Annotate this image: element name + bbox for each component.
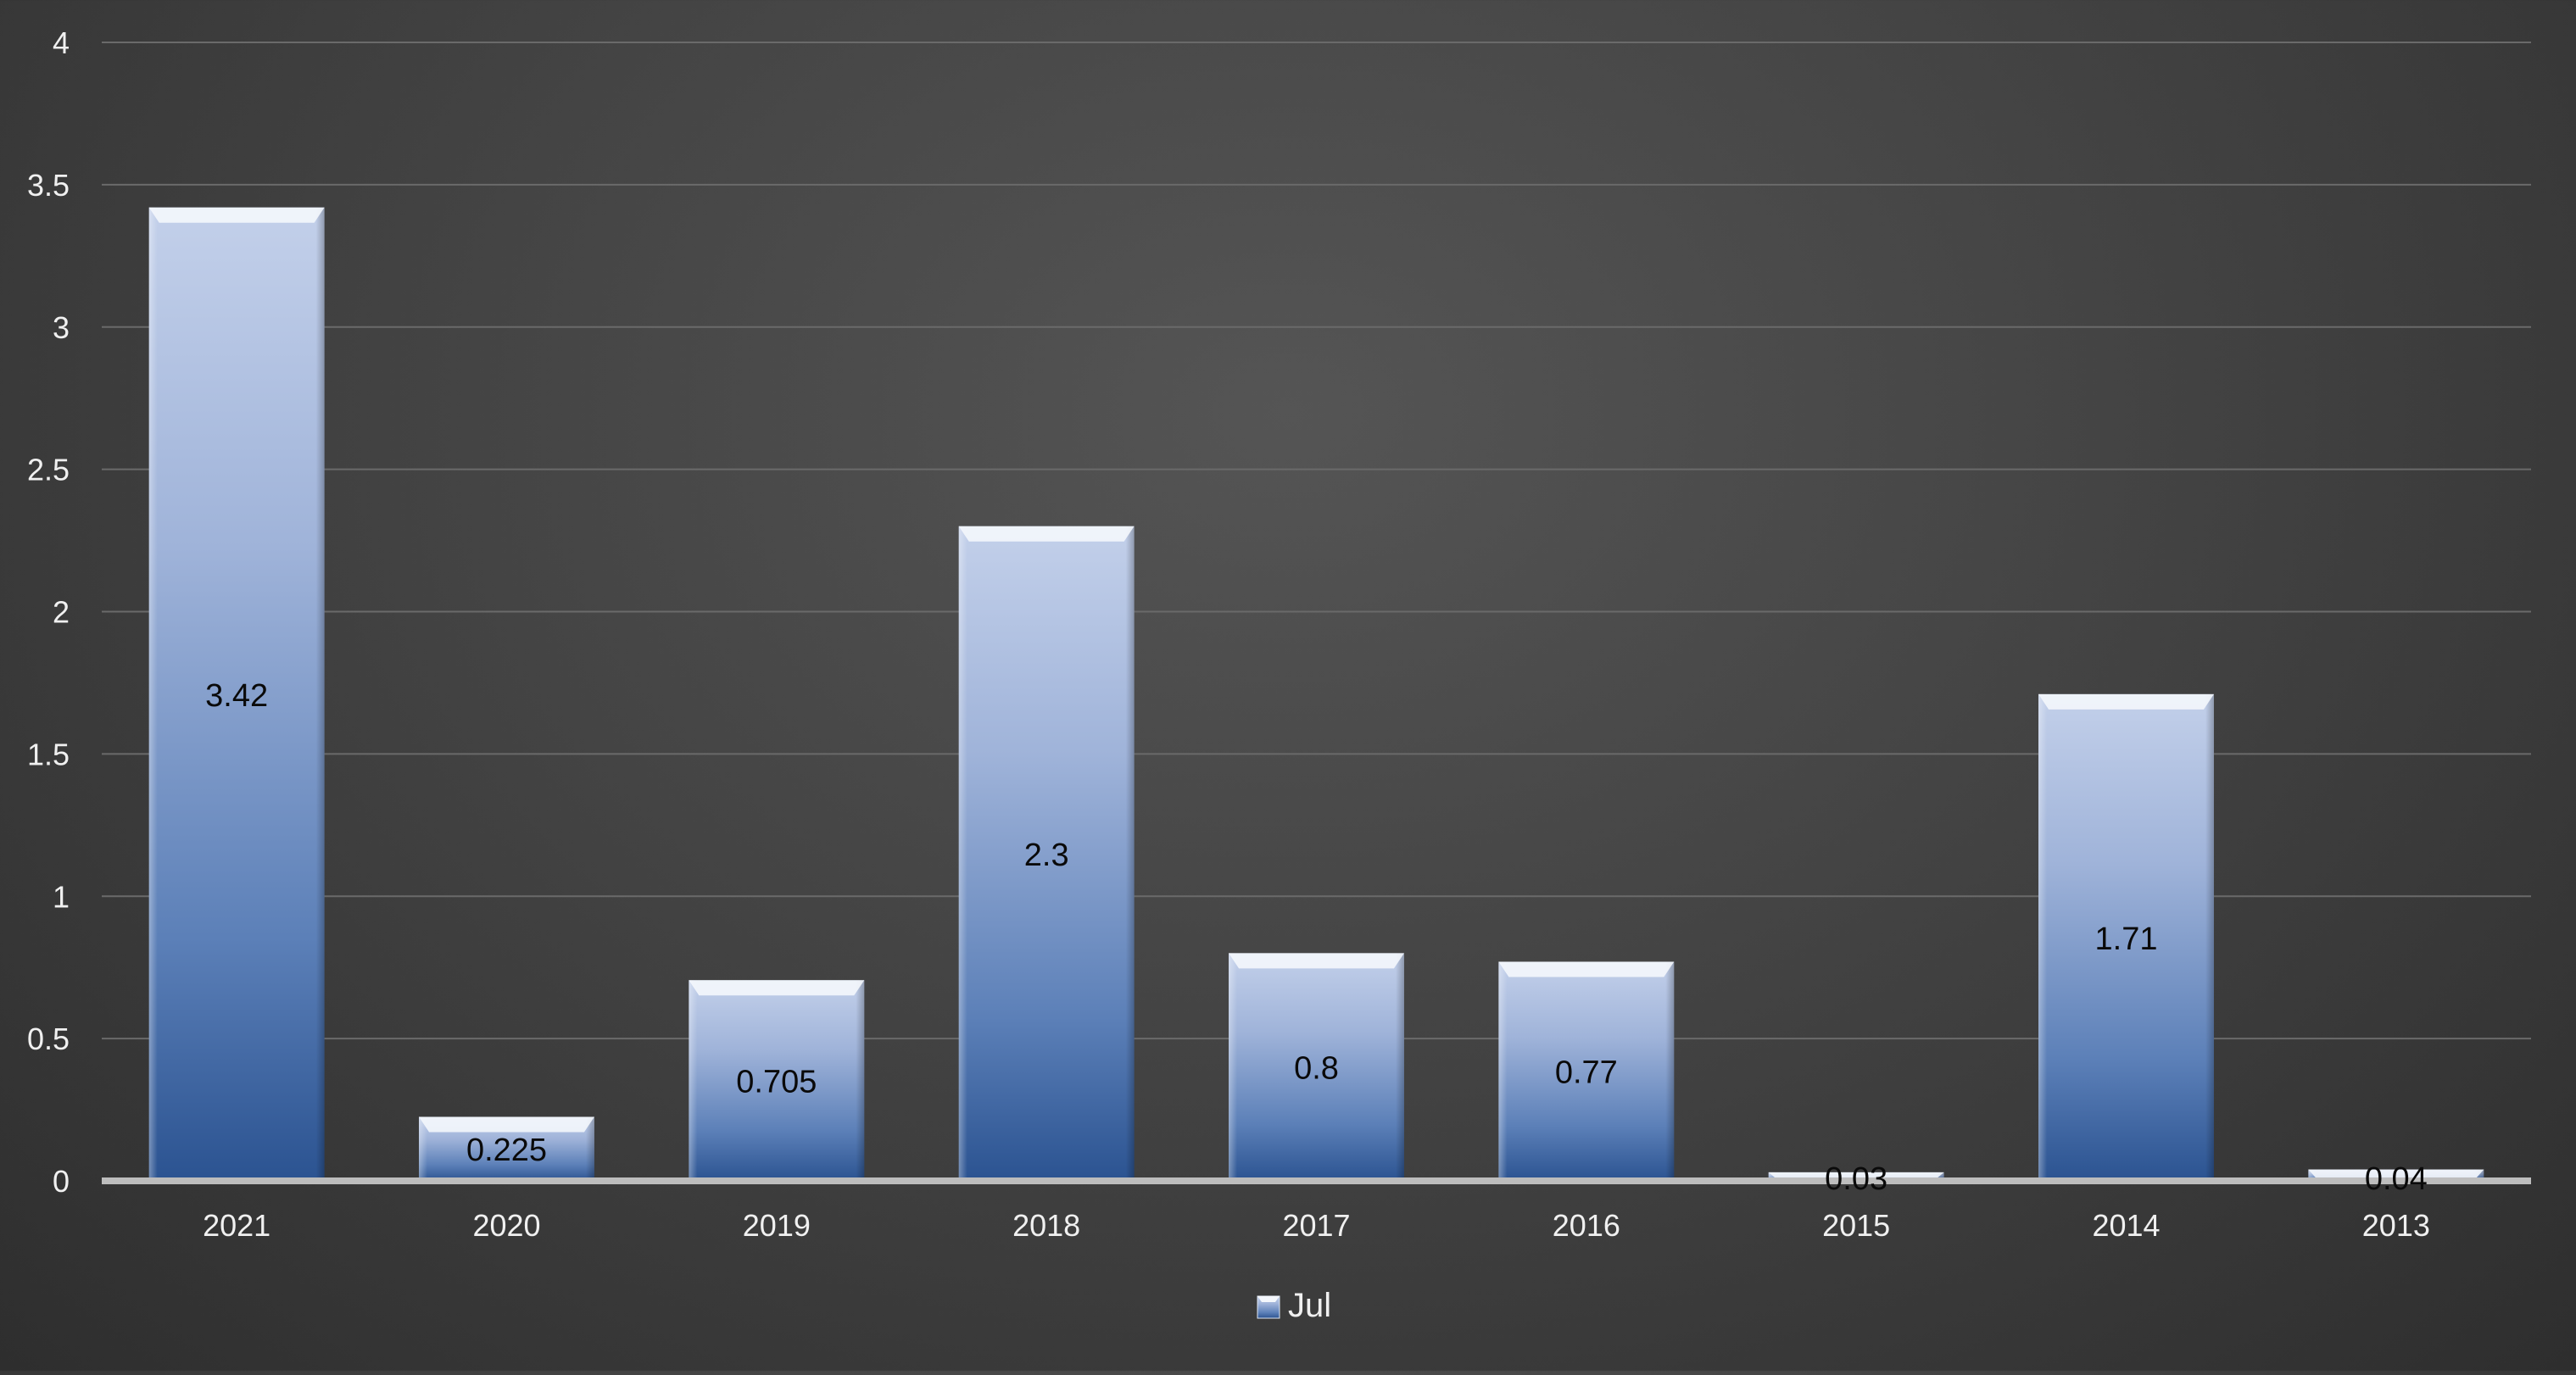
y-tick-label: 2.5 xyxy=(27,453,70,487)
legend-swatch-bevel xyxy=(1257,1296,1280,1302)
bar-2020 xyxy=(419,1116,594,1181)
y-tick-label: 0 xyxy=(53,1164,70,1199)
bar-bevel-right xyxy=(1395,953,1404,1181)
bar-bevel-left xyxy=(1768,1172,1777,1181)
x-tick-label: 2013 xyxy=(2362,1208,2430,1243)
y-tick-label: 3 xyxy=(53,310,70,345)
x-tick-label: 2015 xyxy=(1822,1208,1890,1243)
bar-bevel-right xyxy=(315,207,325,1182)
bar-bevel-top xyxy=(148,207,325,223)
data-label: 0.225 xyxy=(466,1133,547,1168)
bar-bevel-left xyxy=(2308,1169,2317,1181)
bar xyxy=(689,980,865,1181)
bar-bevel-left xyxy=(1498,961,1508,1181)
x-tick-label: 2019 xyxy=(743,1208,811,1243)
bars xyxy=(148,207,2484,1182)
bar-2019 xyxy=(689,980,865,1181)
legend-label: Jul xyxy=(1288,1287,1331,1324)
bar-bevel-top xyxy=(689,980,865,996)
bar xyxy=(2038,693,2214,1181)
data-labels: 3.42 0.225 0.705 2.3 0.8 0.77 0.03 1.71 0.04 xyxy=(205,678,2428,1197)
bar-bevel-top xyxy=(419,1116,594,1133)
data-label: 0.77 xyxy=(1555,1055,1618,1091)
bar-bevel-right xyxy=(2205,693,2214,1181)
bar-bevel-top xyxy=(2038,693,2214,710)
data-label: 0.04 xyxy=(2365,1161,2428,1197)
bar xyxy=(958,526,1135,1181)
y-tick-label: 1 xyxy=(53,879,70,914)
data-label: 1.71 xyxy=(2095,921,2158,957)
legend: Jul xyxy=(1257,1287,1331,1324)
data-label: 0.03 xyxy=(1825,1161,1887,1197)
data-label: 0.705 xyxy=(736,1065,817,1100)
x-tick-label: 2021 xyxy=(203,1208,270,1243)
gridlines xyxy=(102,42,2531,1040)
y-tick-label: 4 xyxy=(53,25,70,60)
bar-bevel-right xyxy=(856,980,865,1181)
bar-bevel-right xyxy=(1125,526,1135,1181)
y-tick-label: 0.5 xyxy=(27,1022,70,1056)
x-tick-label: 2014 xyxy=(2092,1208,2160,1243)
data-label: 3.42 xyxy=(205,678,268,714)
bar-bevel-right xyxy=(585,1116,594,1181)
bar-bevel-left xyxy=(419,1116,428,1181)
x-tick-label: 2018 xyxy=(1012,1208,1080,1243)
bar-2016 xyxy=(1498,961,1675,1181)
x-tick-label: 2016 xyxy=(1553,1208,1620,1243)
data-label: 0.8 xyxy=(1294,1051,1339,1087)
bar xyxy=(148,207,325,1182)
bar-bevel-right xyxy=(2475,1169,2484,1181)
y-tick-label: 1.5 xyxy=(27,737,70,771)
bar-bevel-left xyxy=(1229,953,1238,1181)
bar-bevel-left xyxy=(148,207,158,1182)
bar-2018 xyxy=(958,526,1135,1181)
bar-bevel-left xyxy=(689,980,698,1181)
y-tick-label: 2 xyxy=(53,595,70,630)
x-tick-label: 2020 xyxy=(472,1208,540,1243)
bar-bevel-top xyxy=(1229,953,1404,969)
bar xyxy=(1229,953,1404,1181)
bar-bevel-right xyxy=(1935,1172,1944,1181)
y-tick-label: 3.5 xyxy=(27,168,70,203)
bar-bevel-left xyxy=(958,526,967,1181)
y-axis-tick-labels: 0 0.5 1 1.5 2 2.5 3 3.5 4 xyxy=(27,25,70,1199)
bar-2014 xyxy=(2038,693,2214,1181)
bar-bevel-right xyxy=(1665,961,1675,1181)
bar-2021 xyxy=(148,207,325,1182)
bar-2017 xyxy=(1229,953,1404,1181)
bar-bevel-left xyxy=(2038,693,2048,1181)
bar xyxy=(1498,961,1675,1181)
x-tick-label: 2017 xyxy=(1282,1208,1350,1243)
bar-bevel-top xyxy=(1498,961,1675,977)
data-label: 2.3 xyxy=(1024,838,1069,873)
bar-bevel-top xyxy=(958,526,1135,542)
x-axis-tick-labels: 2021 2020 2019 2018 2017 2016 2015 2014 2013 xyxy=(203,1208,2430,1243)
